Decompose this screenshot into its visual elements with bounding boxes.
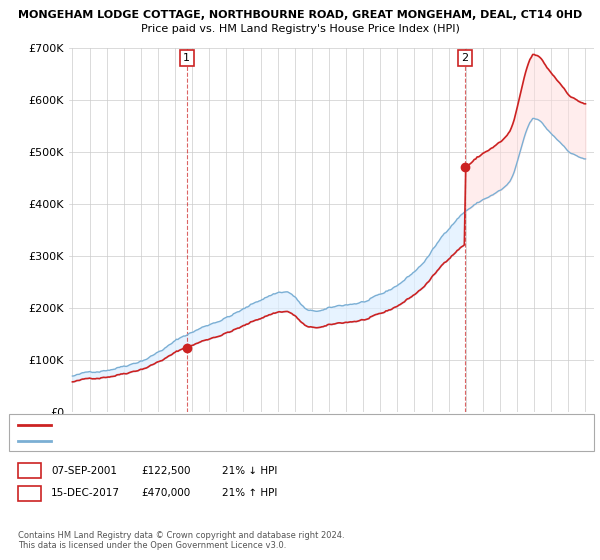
Text: MONGEHAM LODGE COTTAGE, NORTHBOURNE ROAD, GREAT MONGEHAM, DEAL, CT14 0HD: MONGEHAM LODGE COTTAGE, NORTHBOURNE ROAD… <box>57 420 467 429</box>
Text: 21% ↓ HPI: 21% ↓ HPI <box>222 466 277 475</box>
Text: £122,500: £122,500 <box>141 466 191 475</box>
Text: HPI: Average price, detached house, Dover: HPI: Average price, detached house, Dove… <box>57 436 251 445</box>
Text: 21% ↑ HPI: 21% ↑ HPI <box>222 488 277 498</box>
Text: Contains HM Land Registry data © Crown copyright and database right 2024.
This d: Contains HM Land Registry data © Crown c… <box>18 531 344 550</box>
Text: 1: 1 <box>184 53 190 63</box>
Text: 1: 1 <box>26 464 33 477</box>
Text: £470,000: £470,000 <box>141 488 190 498</box>
Text: 15-DEC-2017: 15-DEC-2017 <box>51 488 120 498</box>
Text: 07-SEP-2001: 07-SEP-2001 <box>51 466 117 475</box>
Text: 2: 2 <box>26 487 33 500</box>
Text: 2: 2 <box>461 53 469 63</box>
Text: MONGEHAM LODGE COTTAGE, NORTHBOURNE ROAD, GREAT MONGEHAM, DEAL, CT14 0HD: MONGEHAM LODGE COTTAGE, NORTHBOURNE ROAD… <box>18 10 582 20</box>
Text: Price paid vs. HM Land Registry's House Price Index (HPI): Price paid vs. HM Land Registry's House … <box>140 24 460 34</box>
